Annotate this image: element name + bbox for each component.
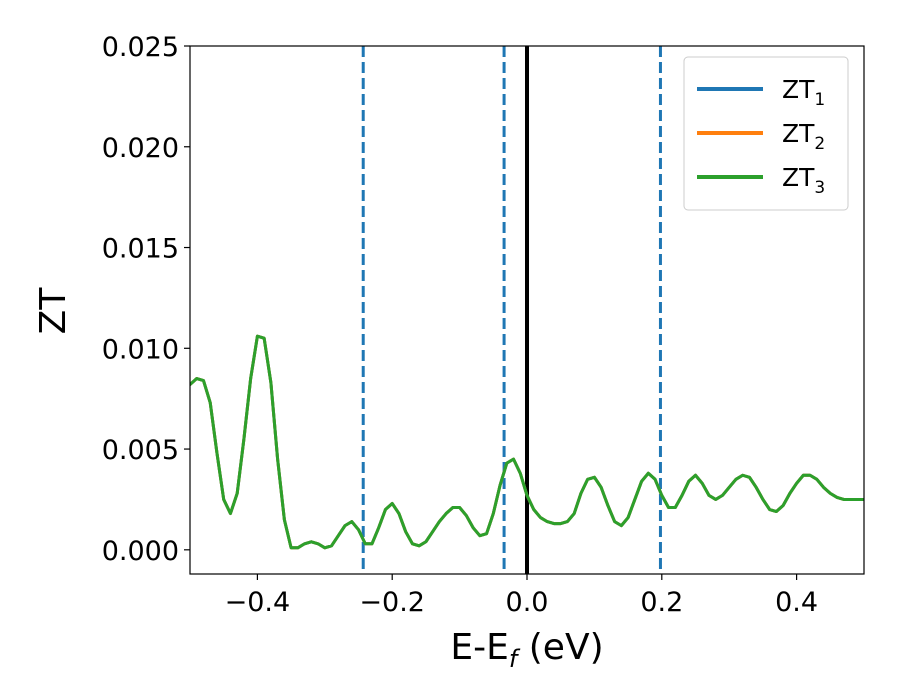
series-line-zt3 — [190, 334, 864, 550]
x-axis-title: E-Ef (eV) — [450, 627, 603, 673]
x-tick-label: 0.2 — [640, 587, 683, 618]
reference-lines — [361, 46, 662, 574]
y-tick-label: 0.025 — [102, 32, 179, 63]
x-tick-label: −0.2 — [359, 587, 425, 618]
y-tick-label: 0.005 — [102, 435, 179, 466]
legend-label-zt2: ZT2 — [782, 119, 825, 154]
y-tick-label: 0.015 — [102, 234, 179, 265]
x-tick-label: 0.4 — [775, 587, 818, 618]
series-layer — [190, 334, 864, 550]
x-tick-label: −0.4 — [225, 587, 291, 618]
legend-label-zt1: ZT1 — [782, 75, 825, 110]
y-axis: 0.000 0.005 0.010 0.015 0.020 0.025 — [102, 32, 190, 567]
y-axis-title: ZT — [33, 287, 74, 335]
y-tick-label: 0.000 — [102, 536, 179, 567]
x-axis: −0.4 −0.2 0.0 0.2 0.4 — [225, 574, 818, 618]
legend-label-zt3: ZT3 — [782, 163, 825, 198]
legend: ZT1 ZT2 ZT3 — [683, 56, 849, 211]
legend-box — [683, 56, 849, 211]
x-tick-label: 0.0 — [506, 587, 549, 618]
y-tick-label: 0.010 — [102, 334, 179, 365]
y-tick-label: 0.020 — [102, 133, 179, 164]
